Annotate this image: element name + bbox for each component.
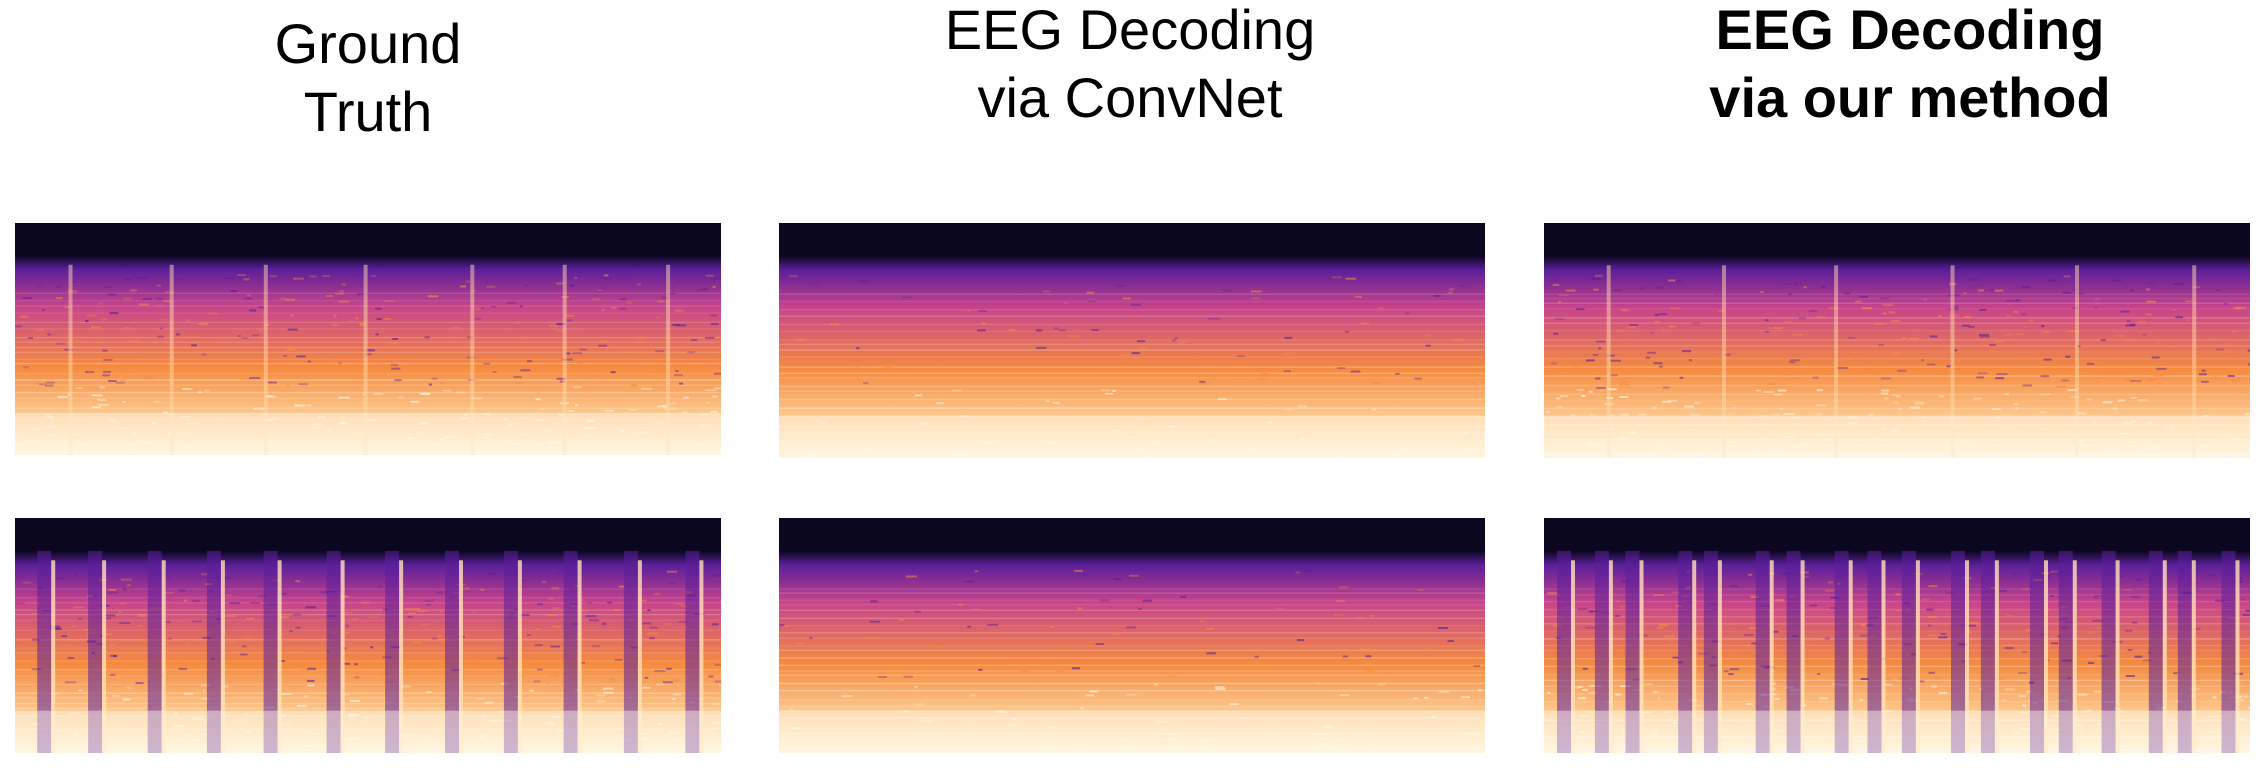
title-line: via ConvNet [977,66,1283,129]
title-line: EEG Decoding [1715,0,2105,61]
spectrogram-row2-our-method [1544,518,2250,753]
spectrogram-row1-ground-truth [15,223,721,455]
title-line: via our method [1709,66,2111,129]
spectrogram-row1-convnet [779,223,1485,458]
title-line: EEG Decoding [944,0,1316,61]
title-line: Ground [274,12,462,75]
title-line: Truth [303,80,433,143]
spectrogram-row2-convnet [779,518,1485,753]
spectrogram-row2-ground-truth [15,518,721,753]
column-title-ground-truth: Ground Truth [168,10,568,146]
column-title-convnet: EEG Decoding via ConvNet [830,0,1430,132]
column-title-our-method: EEG Decoding via our method [1620,0,2200,132]
spectrogram-row1-our-method [1544,223,2250,458]
